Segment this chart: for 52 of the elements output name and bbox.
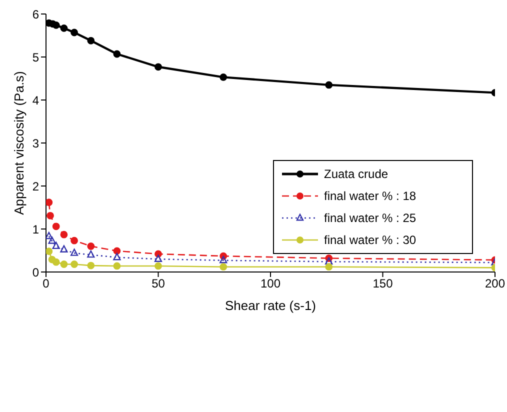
point (60, 24, 68, 32)
point (60, 260, 68, 268)
point (52, 258, 60, 266)
point (87, 262, 95, 270)
point (60, 245, 68, 252)
legend-label: Zuata crude (324, 167, 388, 181)
point (113, 262, 121, 270)
point (87, 250, 95, 258)
point (46, 198, 53, 206)
y-tick-label: 0 (32, 265, 40, 280)
legend-label: final water % : 25 (324, 211, 416, 225)
point (220, 74, 228, 81)
y-tick-label: 3 (32, 136, 40, 150)
point (70, 260, 78, 268)
y-tick-label: 2 (32, 179, 40, 194)
y-tick-label: 5 (32, 50, 40, 64)
point (70, 248, 78, 256)
point (70, 236, 78, 244)
y-tick-label: 6 (32, 7, 40, 22)
point (48, 236, 56, 244)
point (52, 21, 60, 29)
point (154, 262, 162, 270)
point (46, 212, 54, 220)
x-tick-label: 200 (484, 276, 506, 291)
y-tick-label: 4 (32, 93, 40, 108)
point (70, 28, 78, 36)
x-tick-label: 0 (42, 276, 50, 291)
point (220, 256, 228, 264)
point (87, 36, 95, 44)
point (87, 242, 95, 250)
point (113, 50, 121, 58)
point (220, 263, 228, 271)
y-tick-label: 1 (32, 222, 40, 236)
point (46, 248, 53, 256)
point (46, 232, 53, 240)
point (113, 247, 121, 255)
point (325, 257, 333, 265)
point (154, 254, 162, 262)
legend-label: final water % : 18 (324, 189, 416, 203)
point (113, 252, 121, 260)
point (52, 222, 60, 230)
legend-label: final water % : 30 (324, 233, 416, 247)
point (325, 263, 333, 271)
x-axis-title: Shear rate (s-1) (224, 298, 316, 313)
point (52, 242, 60, 250)
point (60, 230, 68, 238)
point (325, 81, 333, 89)
point (154, 63, 162, 71)
x-tick-label: 100 (260, 276, 281, 291)
y-axis-title: Apparent viscosity (Pa.s) (12, 71, 26, 215)
x-tick-label: 50 (152, 276, 166, 291)
x-tick-label: 150 (372, 276, 394, 291)
